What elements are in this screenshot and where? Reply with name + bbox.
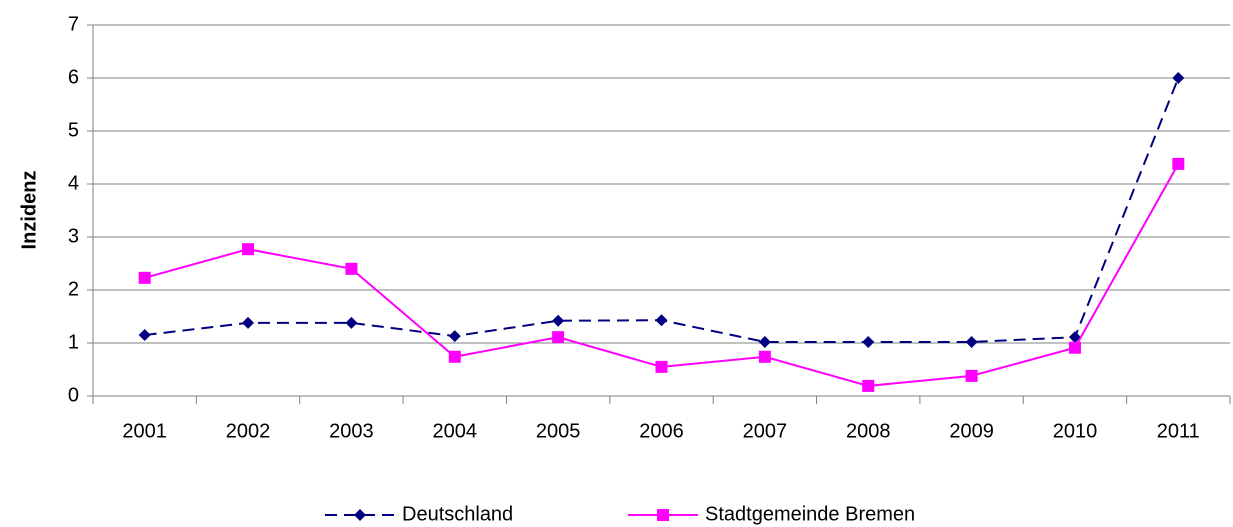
x-tick-label: 2011 <box>1157 420 1200 442</box>
x-tick-label: 2009 <box>949 420 994 442</box>
data-point <box>552 314 565 327</box>
data-point <box>552 331 565 344</box>
legend-label: Deutschland <box>402 503 513 525</box>
data-point <box>345 262 358 275</box>
data-point <box>965 369 978 382</box>
data-point <box>138 329 151 342</box>
y-tick-label: 1 <box>68 331 79 353</box>
data-point <box>1172 72 1185 84</box>
x-tick-label: 2005 <box>536 420 581 442</box>
data-point <box>758 335 771 348</box>
legend-marker <box>354 509 366 521</box>
data-point <box>655 360 668 373</box>
x-tick-label: 2008 <box>846 420 891 442</box>
y-tick-label: 4 <box>68 172 79 194</box>
data-point <box>862 335 875 348</box>
data-point <box>1068 341 1081 354</box>
data-point <box>242 316 255 329</box>
x-tick-label: 2003 <box>329 420 374 442</box>
y-tick-label: 6 <box>68 66 79 88</box>
data-point <box>965 335 978 348</box>
y-tick-label: 3 <box>68 225 79 247</box>
data-point <box>448 330 461 343</box>
data-point <box>758 350 771 363</box>
series-line <box>144 163 1180 387</box>
legend-marker <box>657 509 669 521</box>
data-point <box>862 379 875 392</box>
data-point <box>242 243 255 256</box>
x-tick-label: 2006 <box>639 420 684 442</box>
y-axis-label: Inzidenz <box>18 171 40 250</box>
x-tick-label: 2010 <box>1053 420 1098 442</box>
data-point <box>1172 157 1185 170</box>
y-tick-label: 7 <box>68 13 79 35</box>
x-tick-label: 2004 <box>433 420 478 442</box>
legend-label: Stadtgemeinde Bremen <box>705 503 915 525</box>
data-point <box>345 316 358 329</box>
y-tick-label: 5 <box>68 119 79 141</box>
data-point <box>138 271 151 284</box>
data-point <box>1068 331 1081 344</box>
series-line <box>144 77 1180 343</box>
y-tick-label: 2 <box>68 278 79 300</box>
data-point <box>448 350 461 363</box>
data-point <box>655 314 668 327</box>
x-tick-label: 2002 <box>226 420 271 442</box>
x-tick-label: 2007 <box>743 420 788 442</box>
y-tick-label: 0 <box>68 384 79 406</box>
x-tick-label: 2001 <box>122 420 167 442</box>
